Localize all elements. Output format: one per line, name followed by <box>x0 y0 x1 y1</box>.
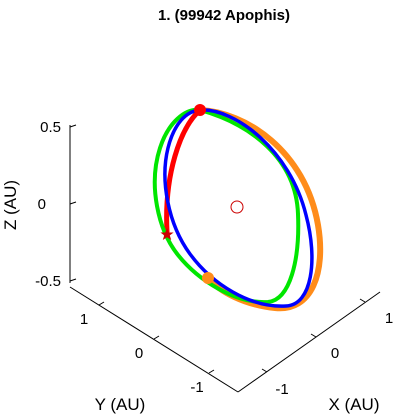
y-tick-label: 0 <box>135 345 143 362</box>
z-tick-label: -0.5 <box>35 273 61 290</box>
orbit-green <box>152 107 301 305</box>
x-axis-line <box>237 291 381 393</box>
orbit-red-arc <box>164 107 203 235</box>
y-tick-mark <box>208 369 215 374</box>
y-tick-label: -1 <box>190 379 203 396</box>
x-axis-label: X (AU) <box>329 395 380 414</box>
y-tick-mark <box>98 301 105 306</box>
x-tick-mark <box>359 298 366 303</box>
z-tick-mark <box>69 278 77 282</box>
y-tick-label: 1 <box>80 311 88 328</box>
chart-title: 1. (99942 Apophis) <box>158 7 290 24</box>
x-axis: -1 0 1 X (AU) <box>237 291 393 414</box>
z-axis-label: Z (AU) <box>1 180 20 230</box>
z-tick-mark <box>69 124 77 128</box>
filled-circle-marker-red <box>194 104 206 116</box>
y-axis-label: Y (AU) <box>95 395 146 414</box>
z-tick-mark <box>69 201 77 205</box>
x-tick-mark <box>310 333 317 338</box>
y-axis-line <box>69 286 239 393</box>
star-marker <box>160 228 174 240</box>
z-tick-label: 0 <box>38 196 46 213</box>
x-tick-label: 1 <box>385 310 393 327</box>
open-circle-marker <box>230 200 244 214</box>
orbits <box>152 107 324 312</box>
y-axis: 1 0 -1 Y (AU) <box>69 286 239 414</box>
z-axis: 0.5 0 -0.5 Z (AU) <box>1 119 77 290</box>
x-tick-label: 0 <box>331 345 339 362</box>
filled-circle-marker-orange <box>202 272 214 284</box>
y-tick-mark <box>153 335 160 340</box>
z-tick-label: 0.5 <box>40 119 61 136</box>
orbit-blue <box>163 108 314 308</box>
x-tick-mark <box>261 368 268 373</box>
x-tick-label: -1 <box>275 381 288 398</box>
markers <box>160 104 244 284</box>
